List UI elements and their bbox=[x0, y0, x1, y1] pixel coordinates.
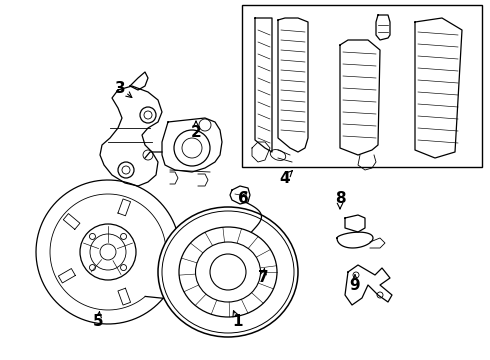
Ellipse shape bbox=[158, 207, 298, 337]
Polygon shape bbox=[340, 40, 380, 155]
Circle shape bbox=[210, 254, 246, 290]
Polygon shape bbox=[345, 215, 365, 232]
Text: 7: 7 bbox=[258, 270, 269, 285]
Circle shape bbox=[174, 130, 210, 166]
Text: 9: 9 bbox=[350, 278, 360, 292]
Text: 6: 6 bbox=[238, 190, 248, 206]
Polygon shape bbox=[345, 265, 392, 305]
Polygon shape bbox=[230, 186, 250, 204]
Polygon shape bbox=[162, 118, 222, 172]
Text: 2: 2 bbox=[191, 125, 201, 140]
Polygon shape bbox=[415, 18, 462, 158]
Bar bbox=[242, 5, 482, 167]
Text: 8: 8 bbox=[335, 190, 345, 206]
Polygon shape bbox=[278, 18, 308, 152]
Text: 1: 1 bbox=[233, 315, 243, 329]
Polygon shape bbox=[255, 18, 272, 152]
Text: 5: 5 bbox=[93, 315, 103, 329]
Circle shape bbox=[80, 224, 136, 280]
Polygon shape bbox=[130, 72, 148, 90]
Ellipse shape bbox=[179, 227, 277, 317]
Text: 3: 3 bbox=[115, 81, 125, 95]
Polygon shape bbox=[376, 15, 390, 40]
Ellipse shape bbox=[196, 242, 261, 302]
Polygon shape bbox=[100, 86, 162, 186]
Text: 4: 4 bbox=[280, 171, 290, 185]
